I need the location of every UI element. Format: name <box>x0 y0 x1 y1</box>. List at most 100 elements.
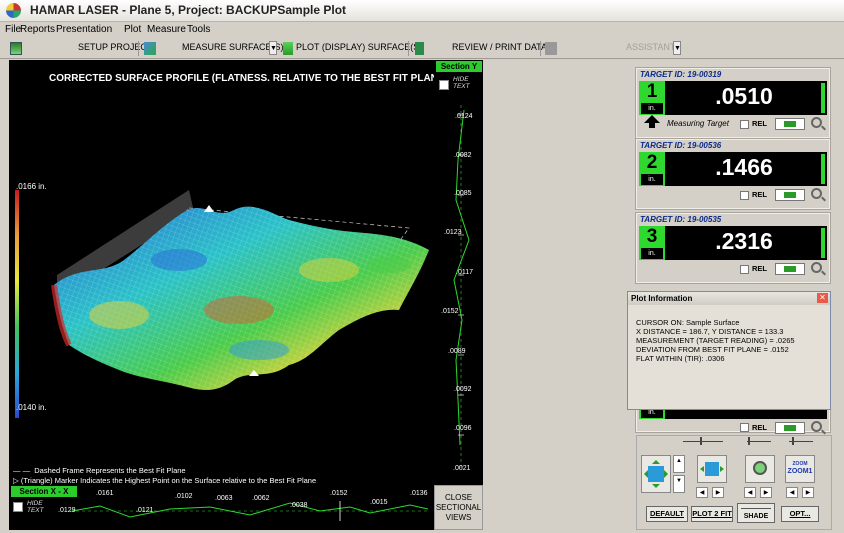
plot-information-title: Plot Information <box>628 292 830 305</box>
info-line: X DISTANCE = 186.7, Y DISTANCE = 133.3 <box>636 327 784 336</box>
section-x-value: .0121 <box>136 507 154 514</box>
menu-tools[interactable]: Tools <box>187 24 211 35</box>
scroll-down-button[interactable]: ▼ <box>673 475 685 493</box>
menu-reports[interactable]: Reports <box>20 24 56 35</box>
section-y-value: .0085 <box>454 190 472 197</box>
target-reading: .0510 <box>715 83 773 109</box>
section-x-value: .0015 <box>370 499 388 506</box>
target-toggle-button[interactable] <box>775 263 805 275</box>
color-scale-max: .0166 in. <box>16 182 47 191</box>
shade-label: SHADE <box>743 513 769 520</box>
target-card-2: TARGET ID: 19-00536 2 in. .1466 REL <box>635 138 831 210</box>
surface-plot[interactable]: CORRECTED SURFACE PROFILE (FLATNESS. REL… <box>9 60 434 530</box>
scroll-up-button[interactable]: ▲ <box>673 455 685 473</box>
section-y-value: .0092 <box>454 386 472 393</box>
section-y-value: .0096 <box>454 425 472 432</box>
assistant-button[interactable]: ASSISTANT <box>626 42 676 52</box>
target-id: TARGET ID: 19-00319 <box>640 70 722 79</box>
target-toggle-button[interactable] <box>775 118 805 130</box>
magnifier-icon[interactable] <box>811 188 822 199</box>
zoom-left-button[interactable]: ◀ <box>744 487 756 498</box>
target-number: 2 <box>646 152 658 173</box>
section-x-value: .0136 <box>410 490 428 497</box>
pan-view-button[interactable] <box>641 455 671 493</box>
section-x-panel[interactable] <box>9 485 434 530</box>
rel-label: REL <box>752 190 767 199</box>
info-line: CURSOR ON: Sample Surface <box>636 318 740 327</box>
slider-thumb[interactable] <box>700 437 702 445</box>
default-button[interactable]: DEFAULT <box>646 506 688 522</box>
rel-label: REL <box>752 119 767 128</box>
target-id: TARGET ID: 19-00535 <box>640 215 722 224</box>
close-icon[interactable]: ✕ <box>817 293 828 303</box>
fit-left-button[interactable]: ◀ <box>696 487 708 498</box>
slider-track[interactable] <box>683 441 723 442</box>
plot-title: CORRECTED SURFACE PROFILE (FLATNESS. REL… <box>49 73 434 84</box>
section-x-value: .0063 <box>215 495 233 502</box>
target-unit: in. <box>641 103 663 114</box>
zoom1-button[interactable]: ZOOM ZOOM1 <box>785 455 815 483</box>
target-unit: in. <box>641 248 663 259</box>
menu-file[interactable]: File <box>5 24 22 35</box>
section-x-hide-text-checkbox[interactable] <box>13 502 23 512</box>
zoom-button[interactable] <box>745 455 775 483</box>
rel-checkbox[interactable] <box>740 265 749 274</box>
color-scale-bar <box>15 190 19 418</box>
section-x-value: .0038 <box>290 502 308 509</box>
target-toggle-button[interactable] <box>775 189 805 201</box>
plot-information-dialog[interactable]: Plot Information ✕ CURSOR ON: Sample Sur… <box>627 291 831 410</box>
shade-control[interactable]: SHADE <box>737 503 775 523</box>
menu-plot[interactable]: Plot <box>124 24 142 35</box>
section-y-hide-text-checkbox[interactable] <box>439 80 449 90</box>
window-title: HAMAR LASER - Plane 5, Project: BACKUPSa… <box>30 3 347 17</box>
legend-triangle-marker: ▷ (Triangle) Marker Indicates the Highes… <box>13 476 317 485</box>
rel-checkbox[interactable] <box>740 423 749 432</box>
info-line: MEASUREMENT (TARGET READING) = .0265 <box>636 336 795 345</box>
target-display: 1 in. .0510 <box>639 81 827 115</box>
plot-2-fit-button[interactable]: PLOT 2 FIT <box>691 506 733 522</box>
slider-track[interactable] <box>747 441 771 442</box>
assistant-dropdown[interactable]: ▼ <box>673 41 681 55</box>
zoom-right-button[interactable]: ▶ <box>760 487 772 498</box>
section-y-value: .0089 <box>448 348 466 355</box>
options-button[interactable]: OPT... <box>781 506 819 522</box>
section-y-value: .0117 <box>456 269 473 276</box>
review-print-button[interactable]: REVIEW / PRINT DATA <box>452 42 548 52</box>
section-y-value: .0152 <box>441 308 459 315</box>
target-display: 2 in. .1466 <box>639 152 827 186</box>
menu-measure[interactable]: Measure <box>147 24 186 35</box>
slider-thumb[interactable] <box>792 437 794 445</box>
close-sectional-views-button[interactable]: CLOSE SECTIONAL VIEWS <box>434 485 483 530</box>
slider-thumb[interactable] <box>748 437 750 445</box>
magnifier-icon[interactable] <box>811 421 822 432</box>
review-print-icon <box>415 42 424 55</box>
target-card-1: TARGET ID: 19-00319 1 in. .0510 Measuring… <box>635 67 831 139</box>
menu-presentation[interactable]: Presentation <box>56 24 113 35</box>
rel-checkbox[interactable] <box>740 191 749 200</box>
measuring-target-label: Measuring Target <box>667 119 729 128</box>
slider-track[interactable] <box>789 441 813 442</box>
zoom1-right-button[interactable]: ▶ <box>802 487 814 498</box>
magnifier-icon[interactable] <box>811 117 822 128</box>
fit-right-button[interactable]: ▶ <box>712 487 724 498</box>
plot-surfaces-button[interactable]: PLOT (DISPLAY) SURFACE(S) <box>296 42 423 52</box>
target-number: 1 <box>646 81 658 102</box>
legend-dashed-frame: — — Dashed Frame Represents the Best Fit… <box>13 466 186 475</box>
measure-surface-icon <box>144 42 156 55</box>
magnifier-icon[interactable] <box>811 262 822 273</box>
setup-project-button[interactable]: SETUP PROJECT <box>78 42 153 52</box>
measure-surfaces-button[interactable]: MEASURE SURFACE(S) <box>182 42 284 52</box>
target-toggle-button[interactable] <box>775 422 805 434</box>
color-scale-min: .0140 in. <box>16 403 47 412</box>
section-x-value: .0161 <box>96 490 114 497</box>
section-x-value: .0152 <box>330 490 348 497</box>
target-reading: .2316 <box>715 228 773 254</box>
section-x-header: Section X - X <box>11 486 77 497</box>
measure-surfaces-dropdown[interactable]: ▼ <box>269 41 277 55</box>
plot-surface-icon <box>283 42 293 55</box>
zoom1-left-button[interactable]: ◀ <box>786 487 798 498</box>
setup-project-icon <box>10 42 22 55</box>
fit-view-button[interactable] <box>697 455 727 483</box>
rel-checkbox[interactable] <box>740 120 749 129</box>
